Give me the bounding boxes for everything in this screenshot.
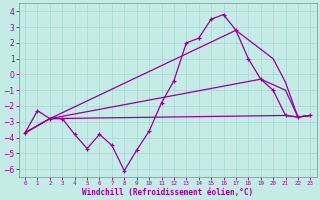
X-axis label: Windchill (Refroidissement éolien,°C): Windchill (Refroidissement éolien,°C) xyxy=(82,188,253,197)
